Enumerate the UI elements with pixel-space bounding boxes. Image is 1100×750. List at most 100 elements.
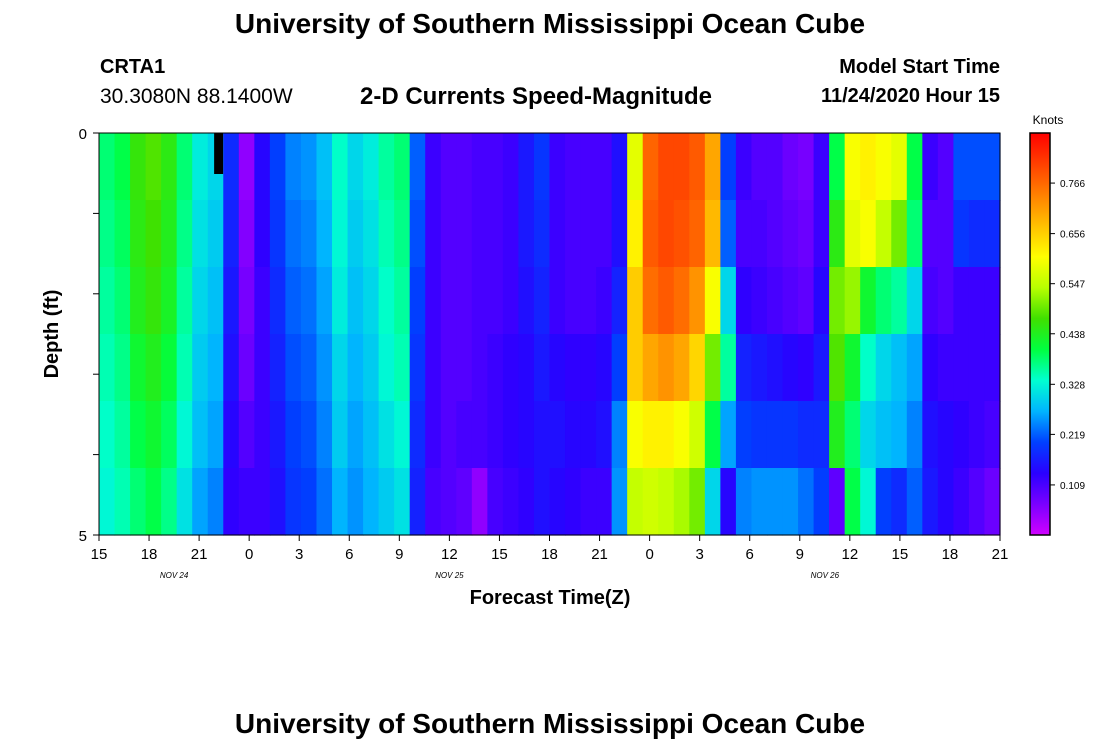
heatmap-cell: [316, 133, 333, 201]
heatmap-cell: [176, 468, 193, 536]
heatmap-cell: [658, 468, 675, 536]
heatmap-cell: [782, 468, 799, 536]
heatmap-cell: [238, 468, 255, 536]
heatmap-cell: [363, 133, 380, 201]
heatmap-cell: [207, 334, 224, 402]
heatmap-cell: [192, 401, 209, 469]
heatmap-cell: [114, 200, 131, 268]
heatmap-cell: [782, 267, 799, 335]
heatmap-cell: [378, 133, 395, 201]
heatmap-cell: [254, 133, 271, 201]
heatmap-cell: [906, 200, 923, 268]
heatmap-cell: [860, 468, 877, 536]
heatmap-cell: [922, 267, 939, 335]
heatmap-cell: [425, 200, 442, 268]
heatmap-cell: [720, 468, 737, 536]
colorbar-tick-label: 0.766: [1060, 179, 1085, 190]
heatmap-cell: [798, 401, 815, 469]
heatmap-cell: [580, 334, 597, 402]
heatmap-cell: [456, 401, 473, 469]
heatmap-cell: [300, 401, 318, 469]
heatmap-cell: [332, 468, 349, 536]
heatmap-cell: [456, 267, 473, 335]
heatmap-cell: [580, 133, 597, 201]
heatmap-cell: [409, 267, 426, 335]
heatmap-cell: [99, 468, 116, 536]
heatmap-cell: [471, 200, 488, 268]
colorbar: Knots 0.109 0.219 0.328 0.438 0.547 0.656 0.76…: [1029, 113, 1085, 536]
heatmap-cell: [518, 334, 535, 402]
chart-subtitle: 2-D Currents Speed-Magnitude: [360, 83, 713, 110]
heatmap-cell: [440, 334, 457, 402]
x-tick-label: 18: [541, 546, 558, 563]
heatmap-cell: [782, 133, 799, 201]
heatmap-cell: [300, 267, 318, 335]
heatmap-cell: [99, 401, 116, 469]
model-start-label: Model Start Time: [839, 56, 1000, 78]
heatmap-cell: [704, 267, 721, 335]
heatmap-cell: [99, 200, 116, 268]
heatmap-cell: [145, 200, 162, 268]
heatmap-cell: [332, 133, 349, 201]
heatmap-cell: [425, 468, 442, 536]
heatmap-cell: [658, 200, 675, 268]
heatmap-cell: [704, 200, 721, 268]
heatmap-cell: [984, 401, 1001, 469]
heatmap-cell: [968, 267, 986, 335]
heatmap-cell: [378, 200, 395, 268]
heatmap-cell: [720, 267, 737, 335]
heatmap-cell: [285, 334, 302, 402]
heatmap-cell: [518, 267, 535, 335]
heatmap-cell: [114, 401, 131, 469]
heatmap-cell: [860, 267, 877, 335]
heatmap-cell: [829, 133, 846, 201]
heatmap-cell: [937, 401, 954, 469]
heatmap-cell: [860, 200, 877, 268]
date-label: NOV 24: [160, 571, 189, 580]
heatmap-cell: [207, 267, 224, 335]
heatmap-cell: [456, 468, 473, 536]
heatmap-cell: [658, 401, 675, 469]
heatmap-cell: [518, 200, 535, 268]
heatmap-cell: [689, 401, 706, 469]
heatmap-cell: [549, 200, 566, 268]
heatmap-cell: [984, 267, 1001, 335]
heatmap-cell: [207, 200, 224, 268]
heatmap-cell: [720, 334, 737, 402]
heatmap-cell: [394, 200, 411, 268]
heatmap-cell: [176, 133, 193, 201]
heatmap-cell: [549, 267, 566, 335]
heatmap-cell: [798, 133, 815, 201]
heatmap-cell: [471, 401, 488, 469]
heatmap-cell: [363, 267, 380, 335]
heatmap-cell: [642, 334, 659, 402]
heatmap-cell: [440, 401, 457, 469]
heatmap-cell: [596, 334, 613, 402]
heatmap-cell: [378, 468, 395, 536]
heatmap-cell: [984, 200, 1001, 268]
heatmap-cell: [145, 401, 162, 469]
heatmap-cell: [720, 133, 737, 201]
y-tick-label: 0: [79, 126, 87, 143]
heatmap-cell: [580, 267, 597, 335]
heatmap-cell: [269, 334, 287, 402]
heatmap-cell: [347, 468, 364, 536]
heatmap-cell: [906, 468, 923, 536]
heatmap-cell: [766, 334, 784, 402]
heatmap-cell: [813, 200, 830, 268]
heatmap-cell: [533, 401, 551, 469]
heatmap-cell: [518, 468, 535, 536]
heatmap-cell: [394, 267, 411, 335]
heatmap-cell: [223, 401, 240, 469]
heatmap-cell: [642, 200, 659, 268]
heatmap-cell: [627, 267, 644, 335]
y-axis: 05: [79, 126, 99, 545]
model-start-value: 11/24/2020 Hour 15: [820, 85, 1000, 107]
heatmap-cell: [751, 267, 768, 335]
heatmap-cell: [254, 401, 271, 469]
heatmap-cell: [409, 200, 426, 268]
heatmap-cell: [937, 468, 954, 536]
heatmap-cell: [316, 468, 333, 536]
heatmap-cell: [363, 200, 380, 268]
